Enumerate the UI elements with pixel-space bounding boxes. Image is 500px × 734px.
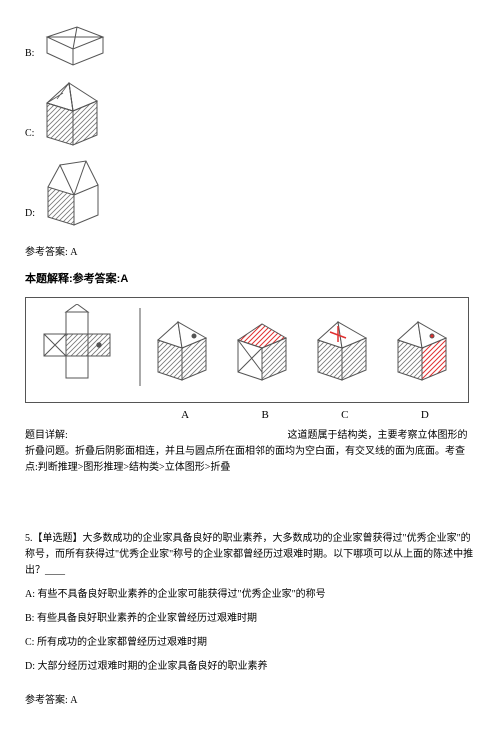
q5-option-b: B: 有些具备良好职业素养的企业家曾经历过艰难时期 — [25, 611, 475, 627]
q4-explain-figure-box — [25, 297, 469, 403]
q4-explain-text: 题目详解: 这道题属于结构类，主要考察立体图形的折叠问题。折叠后阴影面相连，并且… — [25, 428, 475, 476]
q5-stem: 5.【单选题】大多数成功的企业家具备良好的职业素养，大多数成功的企业家曾获得过"… — [25, 531, 475, 579]
option-d-figure — [40, 155, 108, 227]
sublabel-c: C — [341, 407, 348, 425]
sublabel-b: B — [261, 407, 268, 425]
q5-option-c: C: 所有成功的企业家都曾经历过艰难时期 — [25, 635, 475, 651]
question-5: 5.【单选题】大多数成功的企业家具备良好的职业素养，大多数成功的企业家曾获得过"… — [25, 531, 475, 709]
q4-sublabels: A B C D — [145, 407, 465, 425]
sublabel-a: A — [181, 407, 189, 425]
q4-explain-prefix: 题目详解: — [25, 428, 285, 444]
option-b-figure — [39, 15, 111, 67]
q4-explain-figure — [32, 304, 462, 390]
q4-explain-header: 本题解释:参考答案:A — [25, 271, 475, 289]
option-c-row: C: — [25, 75, 475, 147]
option-c-label: C: — [25, 126, 34, 142]
q4-answer: 参考答案: A — [25, 245, 475, 261]
option-c-figure — [39, 75, 107, 147]
q5-option-d: D: 大部分经历过艰难时期的企业家具备良好的职业素养 — [25, 659, 475, 675]
sublabel-d: D — [421, 407, 429, 425]
option-b-label: B: — [25, 46, 34, 62]
option-d-label: D: — [25, 206, 35, 222]
option-d-row: D: — [25, 155, 475, 227]
option-b-row: B: — [25, 15, 475, 67]
q5-option-a: A: 有些不具备良好职业素养的企业家可能获得过"优秀企业家"的称号 — [25, 587, 475, 603]
q5-answer: 参考答案: A — [25, 693, 475, 709]
